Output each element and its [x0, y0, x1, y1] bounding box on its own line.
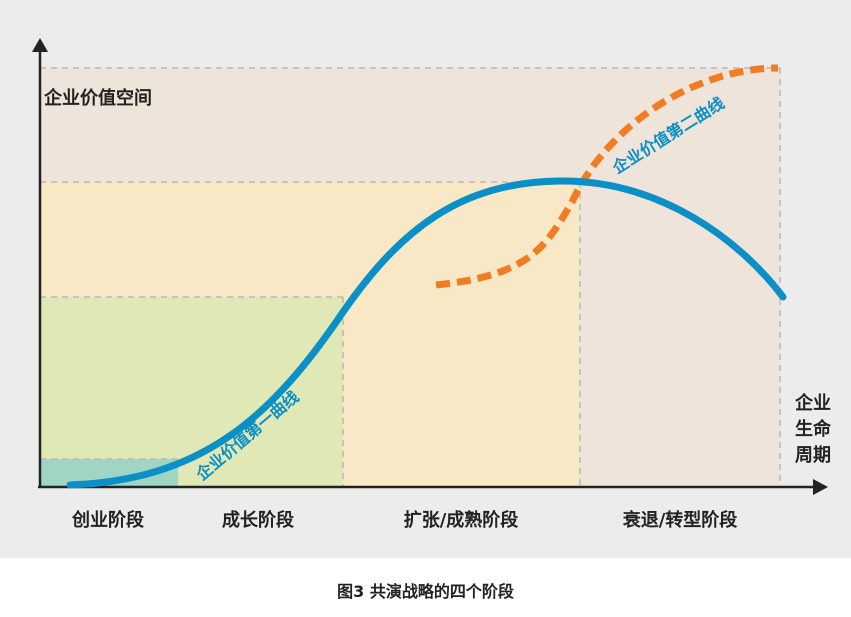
- stage-label-decline: 衰退/转型阶段: [622, 510, 738, 531]
- second-curve: [435, 64, 779, 289]
- x-axis-arrow-icon: [813, 479, 828, 495]
- y-axis-arrow-icon: [32, 38, 48, 52]
- first-curve: [66, 177, 787, 489]
- lifecycle-diagram: 企业价值第一曲线 企业价值第二曲线: [32, 38, 828, 495]
- x-axis-label: 企业生命周期: [795, 393, 831, 466]
- stage-label-mature: 扩张/成熟阶段: [403, 510, 519, 531]
- figure-caption: 图3 共演战略的四个阶段: [337, 582, 514, 601]
- stage-label-startup: 创业阶段: [72, 510, 144, 531]
- y-axis-label: 企业价值空间: [44, 88, 152, 109]
- stage-label-growth: 成长阶段: [222, 510, 294, 531]
